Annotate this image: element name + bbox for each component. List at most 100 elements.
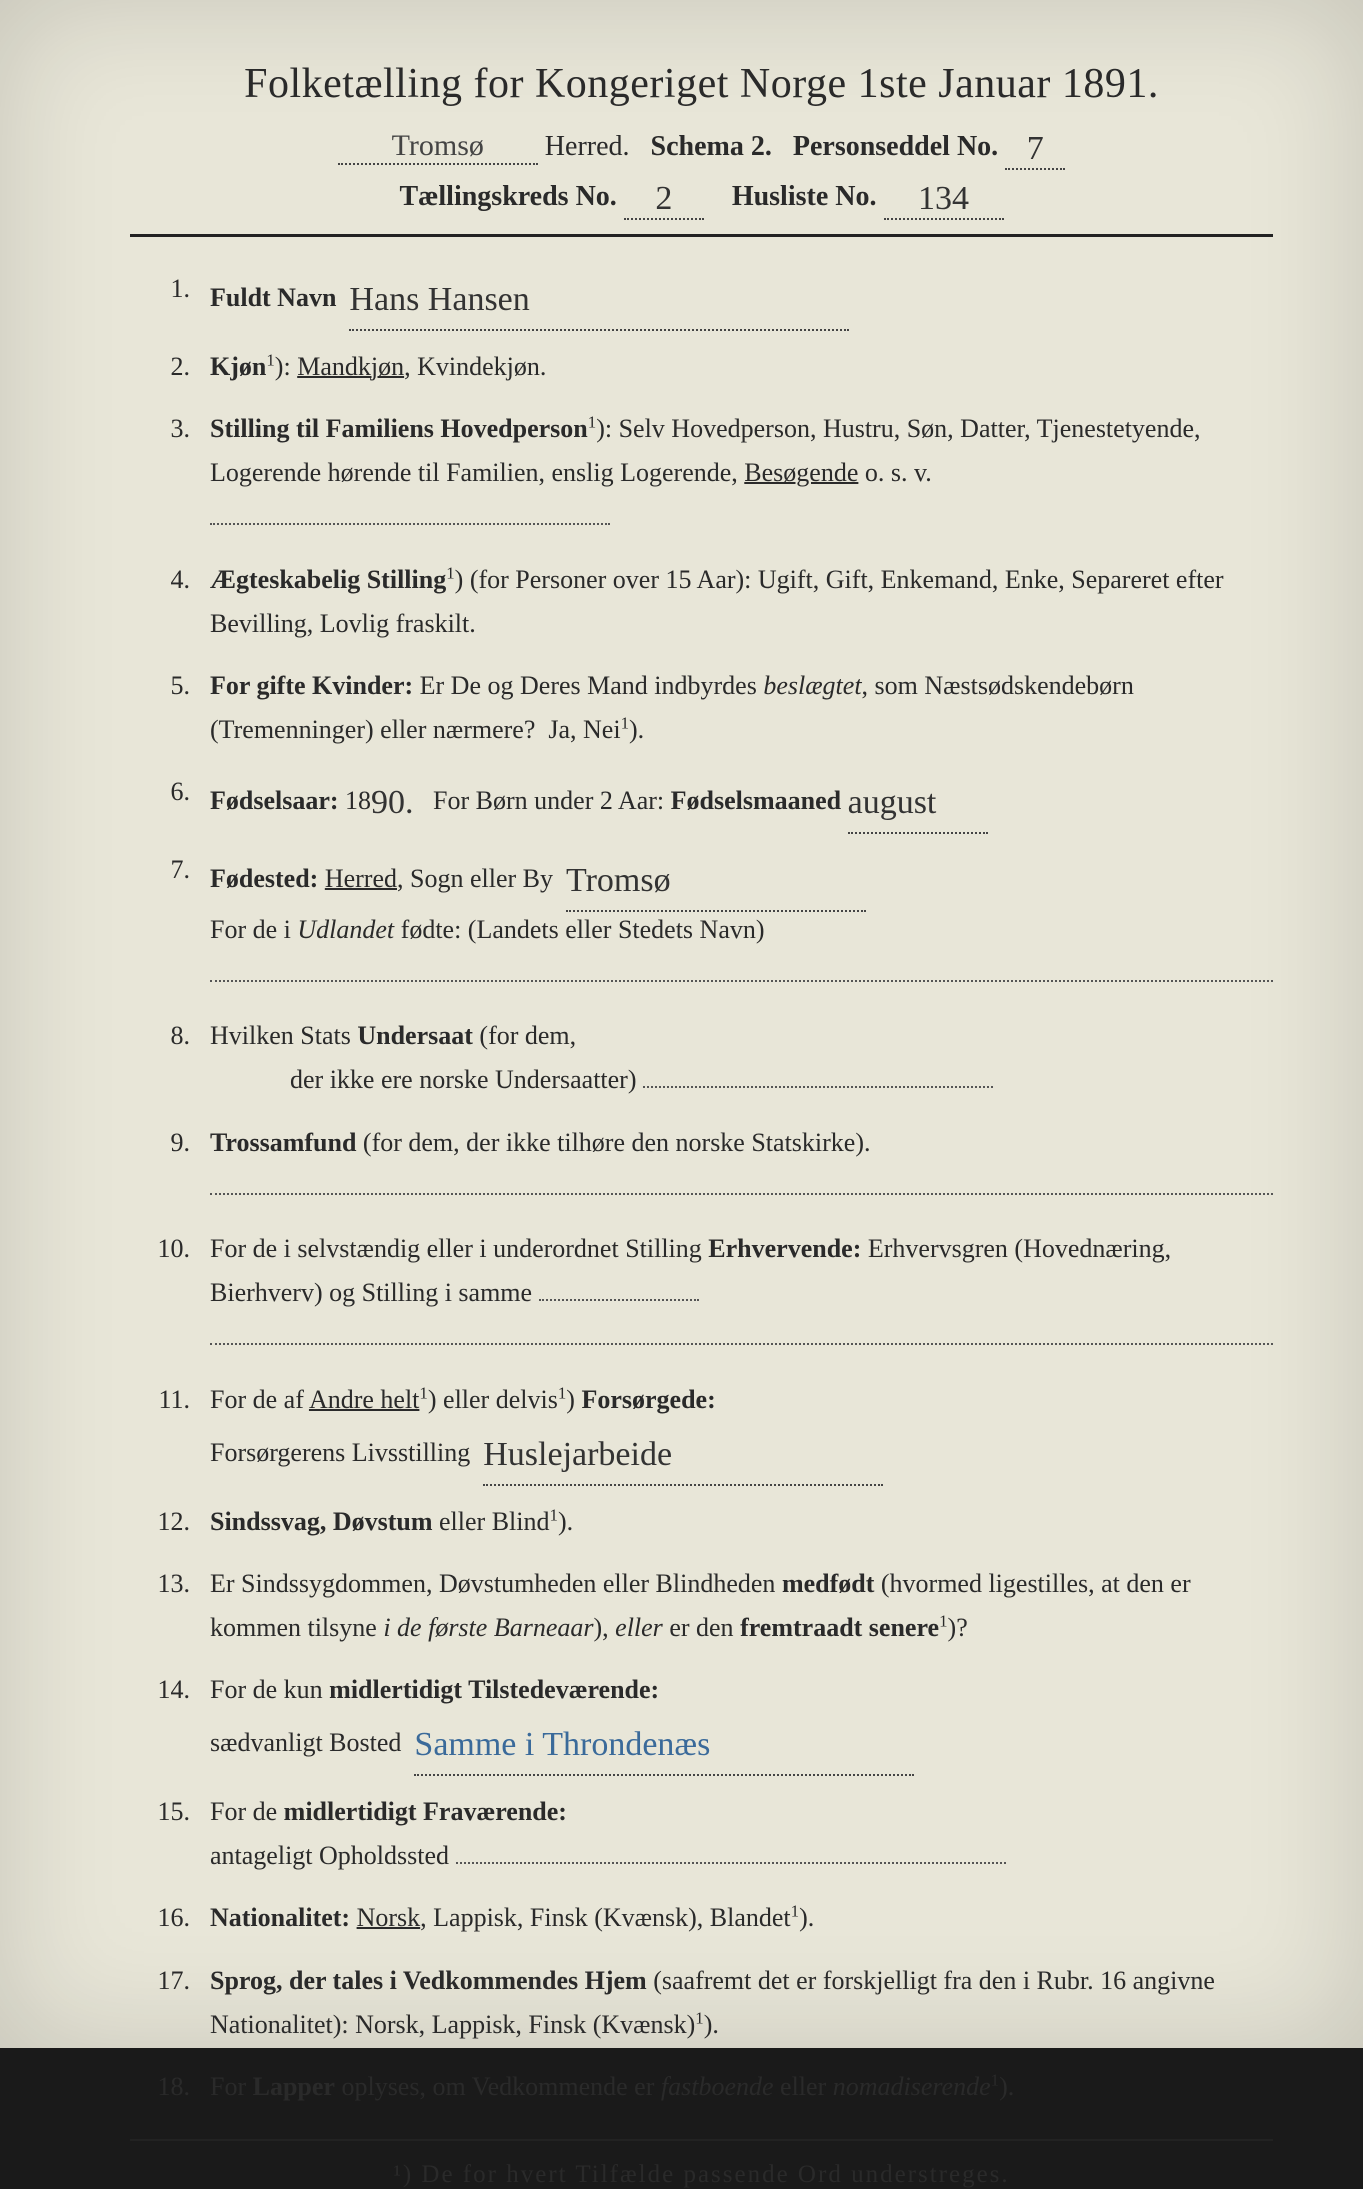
item-14: 14. For de kun midlertidigt Tilstedevære… [130, 1668, 1273, 1772]
form-items: 1. Fuldt Navn Hans Hansen 2. Kjøn1): Man… [130, 267, 1273, 2109]
label-tilstedevaerende: midlertidigt Tilstedeværende: [329, 1675, 659, 1704]
label-fodselsmaaned: Fødselsmaaned [671, 786, 841, 815]
label-nationalitet: Nationalitet: [210, 1903, 350, 1932]
item-num: 7. [130, 848, 210, 996]
fodested-value: Tromsø [566, 852, 866, 912]
forsorger-label: Forsørgerens Livsstilling [210, 1438, 470, 1467]
item-7: 7. Fødested: Herred, Sogn eller By Troms… [130, 848, 1273, 996]
husliste-label: Husliste No. [732, 181, 877, 212]
label-undersaat: Undersaat [357, 1021, 473, 1050]
label-fravaerende: midlertidigt Fraværende: [284, 1797, 567, 1826]
andre-underlined: Andre helt [309, 1385, 419, 1414]
item-num: 4. [130, 558, 210, 646]
text-15a: For de [210, 1797, 277, 1826]
text-11a: For de af [210, 1385, 304, 1414]
item-body: Er Sindssygdommen, Døvstumheden eller Bl… [210, 1562, 1273, 1650]
text-11b: eller delvis [443, 1385, 558, 1414]
value-name: Hans Hansen [349, 271, 849, 331]
label-fodested: Fødested: [210, 864, 318, 893]
year-prefix: 18 [345, 786, 371, 815]
sogn-label: Sogn eller By [410, 864, 553, 893]
stilling-underlined: Besøgende [744, 458, 858, 487]
label-lapper: Lapper [253, 2072, 335, 2101]
item-17: 17. Sprog, der tales i Vedkommendes Hjem… [130, 1959, 1273, 2047]
item-body: For gifte Kvinder: Er De og Deres Mand i… [210, 664, 1273, 752]
item-9: 9. Trossamfund (for dem, der ikke tilhør… [130, 1121, 1273, 1209]
label-forsorgede: Forsørgede: [581, 1385, 715, 1414]
item-18: 18. For Lapper oplyses, om Vedkommende e… [130, 2065, 1273, 2109]
item-num: 17. [130, 1959, 210, 2047]
item-num: 6. [130, 770, 210, 830]
item-num: 10. [130, 1227, 210, 1360]
nat-underlined: Norsk [357, 1903, 421, 1932]
header-line-1: Tromsø Herred. Schema 2. Personseddel No… [130, 126, 1273, 166]
item-11: 11. For de af Andre helt1) eller delvis1… [130, 1378, 1273, 1482]
bosted-value: Samme i Throndenæs [414, 1716, 914, 1776]
forsorger-value: Huslejarbeide [483, 1426, 883, 1486]
item-12: 12. Sindssvag, Døvstum eller Blind1). [130, 1500, 1273, 1544]
kreds-label: Tællingskreds No. [399, 181, 616, 212]
item-3: 3. Stilling til Familiens Hovedperson1):… [130, 407, 1273, 540]
item-body: Fødested: Herred, Sogn eller By Tromsø F… [210, 848, 1273, 996]
census-form-page: Folketælling for Kongeriget Norge 1ste J… [0, 0, 1363, 2048]
label-aegteskab: Ægteskabelig Stilling [210, 565, 446, 594]
item-body: For de af Andre helt1) eller delvis1) Fo… [210, 1378, 1273, 1482]
item-num: 15. [130, 1790, 210, 1878]
item-num: 14. [130, 1668, 210, 1772]
item-body: Nationalitet: Norsk, Lappisk, Finsk (Kvæ… [210, 1896, 1273, 1940]
label-stilling: Stilling til Familiens Hovedperson [210, 414, 588, 443]
bosted-label: sædvanligt Bosted [210, 1728, 401, 1757]
text-8c: der ikke ere norske Undersaatter) [210, 1065, 637, 1094]
item-num: 3. [130, 407, 210, 540]
item-15: 15. For de midlertidigt Fraværende: anta… [130, 1790, 1273, 1878]
label-sindssvag: Sindssvag, Døvstum [210, 1507, 433, 1536]
label-erhvervende: Erhvervende: [708, 1234, 861, 1263]
kjon-underlined: Mandkjøn [297, 352, 404, 381]
text-10a: For de i selvstændig eller i underordnet… [210, 1234, 702, 1263]
divider-top [130, 234, 1273, 237]
husliste-no: 134 [884, 180, 1004, 220]
item-body: Trossamfund (for dem, der ikke tilhøre d… [210, 1121, 1273, 1209]
label-born: For Børn under 2 Aar: [433, 786, 664, 815]
item-4: 4. Ægteskabelig Stilling1) (for Personer… [130, 558, 1273, 646]
text-9: (for dem, der ikke tilhøre den norske St… [363, 1128, 871, 1157]
personseddel-label: Personseddel No. [793, 131, 998, 162]
label-fodselsaar: Fødselsaar: [210, 786, 339, 815]
item-num: 9. [130, 1121, 210, 1209]
item-body: Fødselsaar: 1890. For Børn under 2 Aar: … [210, 770, 1273, 830]
schema-label: Schema 2. [651, 131, 772, 162]
herred-label: Herred. [545, 131, 630, 162]
label-trossamfund: Trossamfund [210, 1128, 356, 1157]
item-body: Ægteskabelig Stilling1) (for Personer ov… [210, 558, 1273, 646]
item-10: 10. For de i selvstændig eller i underor… [130, 1227, 1273, 1360]
kreds-no: 2 [624, 180, 704, 220]
year-value: 90. [371, 784, 414, 821]
item-num: 5. [130, 664, 210, 752]
label-medfodt: medfødt [782, 1569, 874, 1598]
item-5: 5. For gifte Kvinder: Er De og Deres Man… [130, 664, 1273, 752]
item-body: Kjøn1): Mandkjøn, Kvindekjøn. [210, 345, 1273, 389]
item-num: 13. [130, 1562, 210, 1650]
month-value: august [848, 774, 988, 834]
footnote: ¹) De for hvert Tilfælde passende Ord un… [130, 2161, 1273, 2189]
item-body: Stilling til Familiens Hovedperson1): Se… [210, 407, 1273, 540]
text-8a: Hvilken Stats [210, 1021, 351, 1050]
text-13a: Er Sindssygdommen, Døvstumheden eller Bl… [210, 1569, 775, 1598]
text-8b: (for dem, [479, 1021, 576, 1050]
item-num: 8. [130, 1014, 210, 1102]
item-num: 18. [130, 2065, 210, 2109]
item-num: 16. [130, 1896, 210, 1940]
label-kjon: Kjøn [210, 352, 266, 381]
text-12: eller Blind [439, 1507, 549, 1536]
text-18a: For [210, 2072, 246, 2101]
form-title: Folketælling for Kongeriget Norge 1ste J… [130, 60, 1273, 108]
item-6: 6. Fødselsaar: 1890. For Børn under 2 Aa… [130, 770, 1273, 830]
item-body: For Lapper oplyses, om Vedkommende er fa… [210, 2065, 1273, 2109]
item-num: 2. [130, 345, 210, 389]
label-sprog: Sprog, der tales i Vedkommendes Hjem [210, 1966, 647, 1995]
item-body: Fuldt Navn Hans Hansen [210, 267, 1273, 327]
item-num: 11. [130, 1378, 210, 1482]
opholdssted-label: antageligt Opholdssted [210, 1841, 449, 1870]
item-body: For de kun midlertidigt Tilstedeværende:… [210, 1668, 1273, 1772]
item-num: 1. [130, 267, 210, 327]
